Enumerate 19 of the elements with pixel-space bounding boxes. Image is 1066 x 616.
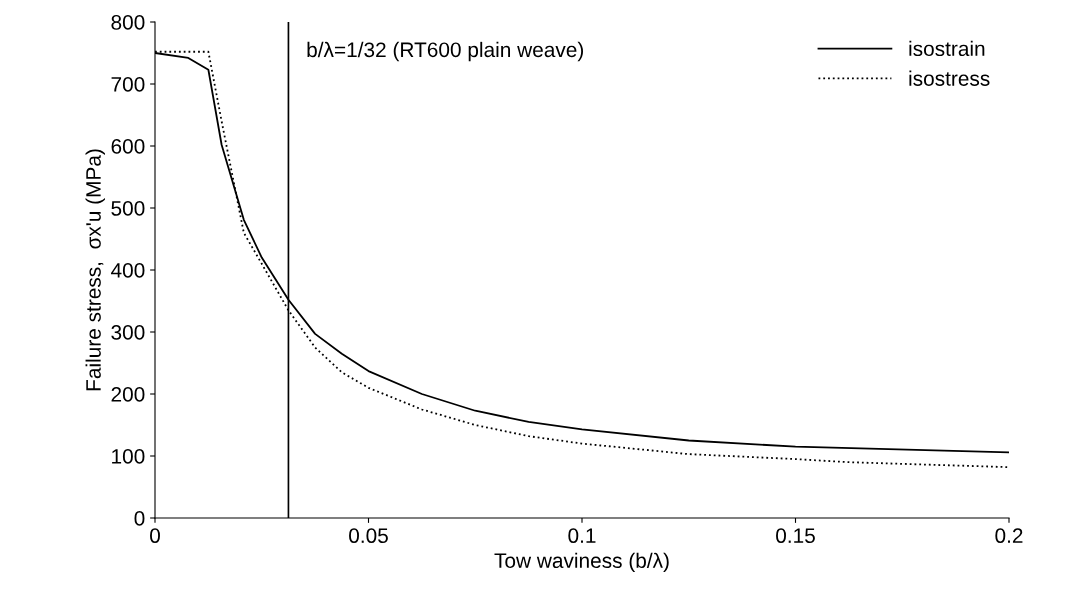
annotation: b/λ=1/32 (RT600 plain weave) xyxy=(307,41,584,62)
legend-label: isostrain xyxy=(909,40,985,57)
y-tick-label: 800 xyxy=(111,15,145,30)
y-tick-label: 500 xyxy=(111,201,145,216)
x-tick-label: 0.15 xyxy=(776,528,815,544)
x-tick-label: 0.1 xyxy=(568,528,596,544)
y-axis-title: Failure stress, σx'u (MPa) xyxy=(85,149,105,391)
y-tick-label: 0 xyxy=(134,511,145,526)
x-tick-label: 0 xyxy=(150,528,160,544)
legend-label: isostress xyxy=(909,70,990,86)
x-tick-label: 0.05 xyxy=(349,528,388,544)
y-tick-label: 600 xyxy=(111,139,145,154)
x-axis-title: Tow waviness (b/λ) xyxy=(494,552,669,573)
y-tick-label: 700 xyxy=(111,77,145,92)
x-tick-label: 0.2 xyxy=(995,528,1023,544)
y-tick-label: 300 xyxy=(111,325,145,340)
y-tick-label: 400 xyxy=(111,263,145,278)
y-tick-label: 100 xyxy=(112,449,145,464)
y-tick-label: 200 xyxy=(111,387,145,402)
